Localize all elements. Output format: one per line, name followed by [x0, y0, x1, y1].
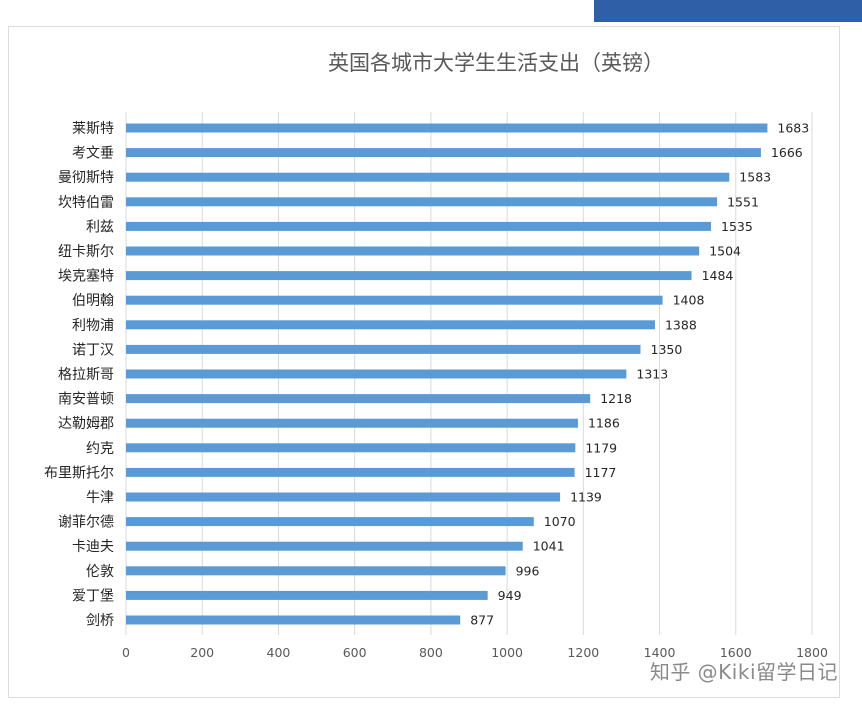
bar — [126, 221, 712, 231]
bar — [126, 566, 506, 576]
value-label: 996 — [516, 563, 540, 578]
value-label: 1388 — [665, 317, 697, 332]
value-label: 949 — [498, 588, 522, 603]
category-label: 纽卡斯尔 — [58, 244, 114, 260]
x-tick-label: 400 — [267, 645, 291, 660]
value-label: 1683 — [777, 121, 809, 136]
chart-title: 英国各城市大学生生活支出（英镑） — [328, 51, 664, 75]
bar — [126, 197, 718, 207]
chart-panel — [8, 26, 840, 698]
category-label: 爱丁堡 — [72, 588, 114, 604]
bar — [126, 123, 768, 133]
top-accent-bar — [594, 0, 862, 22]
bar — [126, 246, 700, 256]
category-label: 诺丁汉 — [72, 342, 114, 358]
bar — [126, 172, 730, 182]
bar — [126, 418, 578, 428]
value-label: 1350 — [651, 342, 683, 357]
category-label: 布里斯托尔 — [44, 465, 114, 481]
x-tick-labels: 0 200 400 600 800 1000 1200 1400 1600 1800 — [122, 645, 828, 660]
bar — [126, 541, 523, 551]
bar — [126, 295, 663, 305]
bar — [126, 148, 761, 158]
value-label: 1408 — [673, 293, 705, 308]
bar — [126, 394, 591, 404]
value-label: 1535 — [721, 219, 753, 234]
value-label: 1484 — [702, 268, 734, 283]
category-label: 利兹 — [86, 219, 114, 235]
x-tick-label: 200 — [190, 645, 214, 660]
bar — [126, 467, 575, 477]
value-label: 1551 — [727, 194, 759, 209]
x-tick-label: 800 — [419, 645, 443, 660]
category-label: 剑桥 — [86, 613, 114, 629]
value-label: 1666 — [771, 145, 803, 160]
value-label: 877 — [470, 613, 494, 628]
watermark-credit: 知乎 @Kiki留学日记 — [649, 660, 838, 684]
value-label: 1139 — [570, 490, 602, 505]
bar — [126, 517, 534, 527]
category-labels: 莱斯特考文垂曼彻斯特坎特伯雷利兹纽卡斯尔埃克塞特伯明翰利物浦诺丁汉格拉斯哥南安普… — [44, 121, 114, 629]
x-tick-label: 0 — [122, 645, 130, 660]
category-label: 达勒姆郡 — [58, 416, 114, 432]
bar — [126, 271, 692, 281]
category-label: 格拉斯哥 — [58, 367, 114, 383]
bar — [126, 590, 488, 600]
bar — [126, 344, 641, 354]
category-label: 约克 — [86, 441, 114, 457]
value-label: 1177 — [585, 465, 617, 480]
category-label: 伦敦 — [86, 564, 114, 580]
x-tick-label: 1400 — [644, 645, 676, 660]
value-label: 1186 — [588, 416, 620, 431]
value-label: 1070 — [544, 514, 576, 529]
category-label: 曼彻斯特 — [58, 170, 114, 186]
bar — [126, 492, 561, 502]
bar — [126, 320, 655, 330]
value-label: 1583 — [739, 170, 771, 185]
value-label: 1179 — [585, 440, 617, 455]
category-label: 考文垂 — [72, 146, 114, 162]
value-label: 1504 — [709, 244, 741, 259]
value-label: 1313 — [636, 367, 668, 382]
bar — [126, 615, 461, 625]
category-label: 伯明翰 — [72, 293, 114, 309]
category-label: 莱斯特 — [72, 121, 114, 137]
category-label: 谢菲尔德 — [58, 515, 114, 531]
x-tick-label: 1600 — [720, 645, 752, 660]
category-label: 南安普顿 — [58, 392, 114, 408]
value-label: 1218 — [600, 391, 632, 406]
category-label: 利物浦 — [72, 318, 114, 334]
category-label: 牛津 — [86, 490, 114, 506]
category-label: 坎特伯雷 — [58, 195, 114, 211]
x-tick-label: 1200 — [567, 645, 599, 660]
category-label: 卡迪夫 — [72, 539, 114, 555]
x-tick-label: 1000 — [491, 645, 523, 660]
category-label: 埃克塞特 — [58, 268, 114, 285]
bar — [126, 443, 576, 453]
x-tick-label: 600 — [343, 645, 367, 660]
value-label: 1041 — [533, 539, 565, 554]
bars — [126, 123, 768, 625]
x-tick-label: 1800 — [796, 645, 828, 660]
bar — [126, 369, 627, 379]
